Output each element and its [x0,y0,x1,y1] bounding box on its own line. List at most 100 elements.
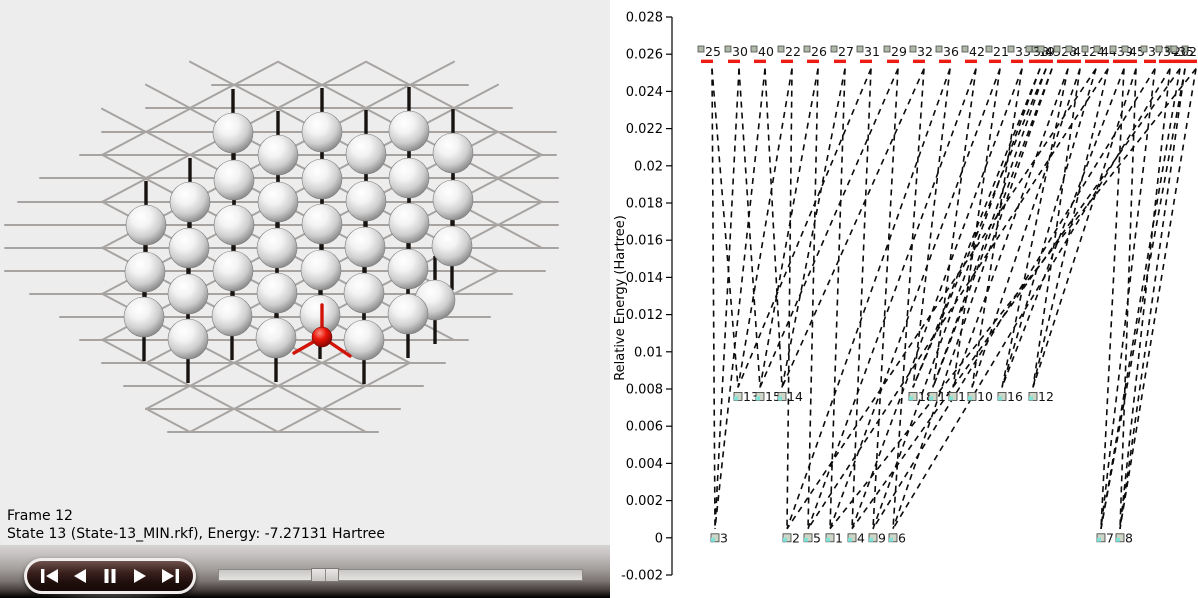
atom-sphere[interactable] [432,132,474,174]
atom-sphere[interactable] [343,272,385,314]
atom-sphere[interactable] [344,226,386,268]
ts-state-21[interactable]: 21 [985,44,1009,64]
y-tick-label: 0.012 [626,308,663,323]
frame-slider-handle[interactable] [311,568,339,582]
ts-state-27[interactable]: 27 [830,44,854,64]
minimum-state-5[interactable]: 5 [803,530,821,545]
atom-sphere[interactable] [301,203,343,245]
atom-sphere[interactable] [169,181,211,223]
atom-sphere[interactable] [213,204,255,246]
transition-paths [711,68,1197,530]
svg-text:10: 10 [977,389,993,404]
atom-sphere[interactable] [256,272,298,314]
minimum-state-2[interactable]: 2 [782,530,800,545]
molecule-3d-viewport[interactable] [0,0,610,545]
ts-state-29[interactable]: 29 [883,44,907,64]
ts-state-30[interactable]: 30 [724,44,748,64]
y-tick-label: 0.006 [626,420,663,435]
atom-sphere[interactable] [123,296,165,338]
atom-sphere[interactable] [301,111,343,153]
y-tick-label: 0.026 [626,48,663,63]
first-frame-button[interactable] [38,567,62,585]
minimum-state-9[interactable]: 9 [868,530,886,545]
atom-sphere[interactable] [387,248,429,290]
minimum-state-12[interactable]: 12 [1028,389,1054,404]
media-button-cluster [24,558,196,594]
svg-text:2: 2 [792,530,800,545]
atom-sphere[interactable] [345,180,387,222]
atom-sphere[interactable] [343,319,385,361]
minimum-state-15[interactable]: 15 [755,389,781,404]
energy-landscape-chart[interactable]: 0.0280.0260.0240.0220.020.0180.0160.0140… [610,0,1198,598]
atom-sphere[interactable] [211,295,253,337]
minimum-state-10[interactable]: 10 [967,389,993,404]
frame-info: Frame 12 State 13 (State-13_MIN.rkf), En… [7,507,385,543]
atom-sphere[interactable] [255,317,297,359]
minimum-state-14[interactable]: 14 [777,389,803,404]
ts-state-35[interactable]: 35 [1170,44,1194,64]
atom-sphere[interactable] [388,110,430,152]
minimum-state-16[interactable]: 16 [997,389,1023,404]
atom-sphere[interactable] [167,318,209,360]
ts-state-26[interactable]: 26 [803,44,827,64]
atom-sphere[interactable] [300,249,342,291]
minimum-state-3[interactable]: 3 [710,530,728,545]
play-reverse-button[interactable] [68,567,92,585]
svg-text:31: 31 [864,44,880,59]
last-frame-button[interactable] [158,567,182,585]
atom-sphere[interactable] [432,179,474,221]
svg-text:1: 1 [835,530,843,545]
y-tick-label: 0.016 [626,234,663,249]
atom-sphere[interactable] [257,134,299,176]
states: 1920232530402226273129323642213338432841… [697,44,1198,545]
atom-sphere[interactable] [257,181,299,223]
y-axis: 0.028 0.026 0.024 0.022 0.02 0.018 0.016 0.014 0… [621,11,673,584]
atom-sphere[interactable] [168,227,210,269]
molecule-viewer-panel: Frame 12 State 13 (State-13_MIN.rkf), En… [0,0,610,598]
atom-sphere[interactable] [212,250,254,292]
atom-sphere[interactable] [167,273,209,315]
atom-sphere[interactable] [388,157,430,199]
atom-sphere[interactable] [213,159,255,201]
minimum-state-13[interactable]: 13 [733,389,759,404]
svg-text:4: 4 [857,530,865,545]
pause-bars-icon [104,569,116,583]
atom-sphere[interactable] [387,293,429,335]
svg-text:26: 26 [811,44,827,59]
atom-sphere[interactable] [212,112,254,154]
svg-text:6: 6 [898,530,906,545]
minimum-state-6[interactable]: 6 [888,530,906,545]
ts-state-31[interactable]: 31 [856,44,880,64]
ts-state-22[interactable]: 22 [777,44,801,64]
triangle-left-icon [74,569,86,583]
minimum-state-1[interactable]: 1 [825,530,843,545]
svg-text:40: 40 [758,44,774,59]
svg-text:29: 29 [891,44,907,59]
ts-state-23[interactable]: 23 [1181,44,1198,64]
play-forward-button[interactable] [128,567,152,585]
red-atom[interactable] [311,326,333,348]
minimum-state-4[interactable]: 4 [847,530,865,545]
atom-sphere[interactable] [431,225,473,267]
skip-to-end-icon [162,569,179,583]
minimum-state-8[interactable]: 8 [1115,530,1133,545]
svg-text:32: 32 [917,44,933,59]
ts-state-36[interactable]: 36 [935,44,959,64]
minimum-state-7[interactable]: 7 [1096,530,1114,545]
y-tick-label: 0.008 [626,383,663,398]
ts-state-32[interactable]: 32 [909,44,933,64]
y-tick-label: 0.01 [634,345,663,360]
atom-sphere[interactable] [256,227,298,269]
svg-text:42: 42 [969,44,985,59]
pause-button[interactable] [98,567,122,585]
ts-state-40[interactable]: 40 [750,44,774,64]
y-tick-label: 0.022 [626,122,663,137]
atom-sphere[interactable] [125,204,167,246]
ts-state-42[interactable]: 42 [961,44,985,64]
ts-state-25[interactable]: 25 [697,44,721,64]
atom-sphere[interactable] [301,158,343,200]
frame-slider[interactable] [218,568,583,582]
atom-sphere[interactable] [345,133,387,175]
atom-sphere[interactable] [124,251,166,293]
atom-sphere[interactable] [388,202,430,244]
